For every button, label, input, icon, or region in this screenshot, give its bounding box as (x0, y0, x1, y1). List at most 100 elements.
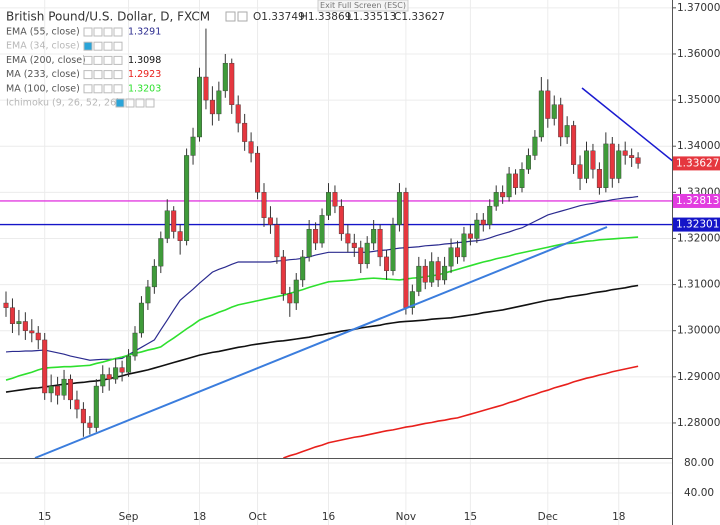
legend-icon[interactable] (93, 55, 103, 65)
legend-value: 1.2923 (128, 69, 161, 80)
legend-icon[interactable] (125, 98, 135, 108)
candle-body (577, 164, 583, 179)
candle-body (171, 210, 177, 232)
y-tick-label: 1.37000 (677, 2, 720, 14)
candle-body (384, 256, 390, 271)
legend-entry[interactable]: EMA (55, close) (6, 27, 80, 38)
candle-body (532, 136, 538, 156)
y-tick-label: 1.28000 (677, 417, 720, 429)
legend-icon[interactable] (115, 98, 125, 108)
legend-entry[interactable]: EMA (34, close) (6, 41, 80, 52)
trend-line (34, 226, 608, 459)
last-price-label: 1.33627 (676, 157, 719, 169)
legend-entry[interactable]: MA (233, close) (6, 69, 80, 80)
y-tick-label: 1.36000 (677, 48, 720, 60)
candle-body (332, 192, 338, 207)
candle-body (164, 210, 170, 239)
legend-icon[interactable] (83, 41, 93, 51)
x-tick-label: Sep (119, 511, 139, 523)
candle-body (525, 155, 531, 170)
candle-body (255, 152, 261, 193)
y-tick-label: 80.00 (684, 457, 714, 469)
candle-body (358, 247, 364, 265)
candle-body (345, 233, 351, 244)
legend-icon[interactable] (113, 84, 123, 94)
candle-body (138, 302, 144, 334)
legend-icon[interactable] (83, 55, 93, 65)
legend-icon[interactable] (145, 98, 155, 108)
indicator-line (283, 365, 639, 459)
candle-body (274, 224, 280, 258)
legend: EMA (55, close) 1.3291 EMA (34, close) EMA … (6, 27, 161, 109)
legend-icon[interactable] (83, 70, 93, 80)
candle-body (467, 233, 473, 239)
exit-fullscreen-text[interactable]: Exit Full Screen (ESC) (320, 1, 406, 10)
ohlc-value: C1.33627 (394, 11, 445, 23)
candle-body (9, 307, 15, 324)
legend-icon[interactable] (113, 70, 123, 80)
candle-body (235, 104, 241, 124)
candle-body (584, 150, 590, 179)
legend-entry[interactable]: Ichimoku (9, 26, 52, 26) (6, 98, 120, 109)
legend-icon[interactable] (93, 70, 103, 80)
legend-icon[interactable] (135, 98, 145, 108)
legend-icon[interactable] (93, 84, 103, 94)
axis-layer: 1.280001.290001.300001.310001.320001.330… (38, 2, 720, 523)
x-tick-label: Dec (538, 511, 559, 523)
legend-icon[interactable] (83, 27, 93, 37)
candle-body (67, 378, 73, 401)
legend-icon[interactable] (113, 41, 123, 51)
ohlc-value: L1.33513 (347, 11, 396, 23)
legend-icon[interactable] (103, 84, 113, 94)
candle-body (403, 192, 409, 308)
legend-icon[interactable] (103, 55, 113, 65)
legend-icon[interactable] (93, 27, 103, 37)
candle-body (119, 367, 125, 373)
candle-body (48, 385, 54, 394)
candle-body (203, 76, 209, 101)
candle-body (629, 155, 635, 158)
candle-body (196, 76, 202, 138)
exit-fullscreen-button[interactable] (317, 0, 409, 12)
x-tick-label: 18 (612, 511, 625, 523)
price-axis (672, 0, 720, 525)
candle-body (571, 125, 577, 165)
candle-body (229, 62, 235, 105)
legend-entry[interactable]: MA (100, close) (6, 83, 80, 94)
legend-icon[interactable] (113, 55, 123, 65)
candle-body (209, 99, 215, 115)
legend-icon[interactable] (103, 41, 113, 51)
candle-body (435, 261, 441, 281)
candle-body (22, 321, 28, 331)
candle-body (100, 374, 106, 387)
candle-body (93, 385, 99, 428)
y-tick-label: 40.00 (684, 487, 714, 499)
candle-body (319, 215, 325, 244)
candle-body (448, 247, 454, 267)
legend-icon[interactable] (83, 84, 93, 94)
candle-body (158, 238, 164, 267)
y-tick-label: 1.29000 (677, 371, 720, 383)
candle-body (551, 104, 557, 119)
candle-body (429, 261, 435, 283)
candle-body (545, 90, 551, 119)
candle-body (558, 104, 564, 138)
candle-body (474, 219, 480, 239)
legend-icon[interactable] (93, 41, 103, 51)
candle-body (622, 150, 628, 156)
legend-value: 1.3203 (128, 83, 161, 94)
candle-body (480, 219, 486, 225)
legend-icon[interactable] (113, 27, 123, 37)
legend-icon[interactable] (103, 27, 113, 37)
candle-body (364, 242, 370, 265)
candle-body (409, 291, 415, 308)
legend-entry[interactable]: EMA (200, close) (6, 55, 86, 66)
candle-body (564, 125, 570, 138)
legend-icon[interactable] (103, 70, 113, 80)
candle-body (80, 408, 86, 424)
candle-body (74, 399, 80, 410)
y-tick-label: 1.34000 (677, 140, 720, 152)
candle-body (113, 367, 119, 380)
candle-body (242, 122, 248, 142)
